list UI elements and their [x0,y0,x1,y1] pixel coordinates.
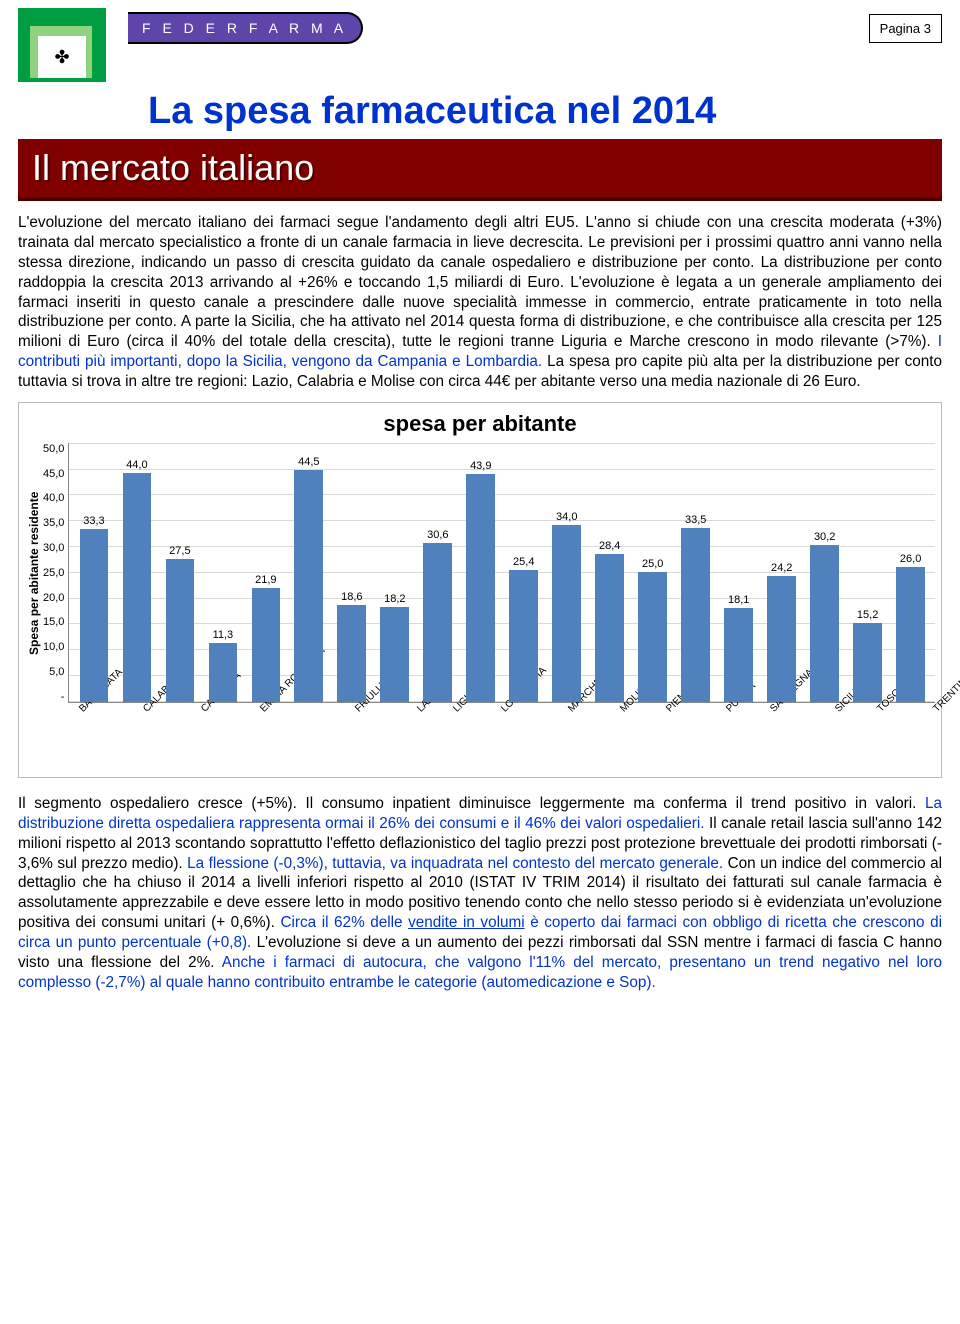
bar [552,525,581,702]
bar-value-label: 18,1 [728,594,749,606]
y-tick: 20,0 [43,592,64,604]
bar-value-label: 33,3 [83,515,104,527]
bar [80,529,109,702]
page-number: 3 [924,21,931,36]
bar-value-label: 24,2 [771,562,792,574]
bar-piemonte: 25,4 [503,556,544,702]
bar-friuli-v-g-: 21,9 [245,574,286,702]
bar-marche: 30,6 [417,529,458,702]
bar [681,528,710,702]
bar-value-label: 21,9 [255,574,276,586]
bar-value-label: 11,3 [213,629,234,641]
bar-value-label: 43,9 [470,460,491,472]
bar-umbria: 24,2 [761,562,802,702]
bar [337,605,366,702]
y-tick: 40,0 [43,492,64,504]
bar-value-label: 26,0 [900,553,921,565]
bar [294,470,323,701]
bar [810,545,839,702]
chart-y-axis-label: Spesa per abitante residente [25,443,43,703]
logo-glyph-icon: ✤ [38,36,86,78]
document-title: La spesa farmaceutica nel 2014 [148,90,942,133]
bar-lazio: 44,5 [288,456,329,701]
chart-y-ticks: 50,0 45,0 40,0 35,0 30,0 25,0 20,0 15,0 10,0 5,0 - [43,443,68,703]
para2-a: Il segmento ospedaliero cresce (+5%). Il… [18,795,925,812]
bar [466,474,495,702]
chart-x-labels: BASILICATACALABRIACAMPANIAEMILIA ROMAGNA… [69,703,935,771]
bar-value-label: 33,5 [685,514,706,526]
bar-value-label: 30,6 [427,529,448,541]
page-header: ✤ F E D E R F A R M A Pagina 3 [18,8,942,86]
bar-veneto: 15,2 [847,609,888,702]
bar [423,543,452,702]
bar-value-label: 27,5 [169,545,190,557]
spesa-per-abitante-chart: spesa per abitante Spesa per abitante re… [18,402,942,778]
bar [509,570,538,702]
bar-value-label: 30,2 [814,531,835,543]
bar-toscana: 33,5 [675,514,716,702]
chart-plot-area: 33,3 44,0 27,5 11,3 21,9 44,5 18,6 18,2 30,6 43,9… [68,443,935,703]
bar [724,608,753,702]
intro-paragraph: L'evoluzione del mercato italiano dei fa… [18,213,942,392]
bar [209,643,238,702]
y-tick: 50,0 [43,443,64,455]
bar-sicilia: 25,0 [632,558,673,702]
y-tick: 10,0 [43,641,64,653]
closing-paragraph: Il segmento ospedaliero cresce (+5%). Il… [18,794,942,993]
page-number-box: Pagina 3 [869,14,942,43]
bar-lombardia: 18,2 [374,593,415,702]
bar-italia: 26,0 [890,553,931,702]
bar-calabria: 44,0 [116,459,157,702]
bar-trentino-a-a-: 18,1 [718,594,759,702]
bar [166,559,195,702]
bar-valle-d-aosta: 30,2 [804,531,845,702]
bar-value-label: 28,4 [599,540,620,552]
bar-sardegna: 28,4 [589,540,630,702]
y-tick: 25,0 [43,567,64,579]
y-tick: 30,0 [43,542,64,554]
bar [767,576,796,702]
y-tick: 45,0 [43,468,64,480]
bar [638,572,667,702]
chart-title: spesa per abitante [25,411,935,437]
bar-value-label: 44,0 [126,459,147,471]
bar-value-label: 18,6 [341,591,362,603]
bar-value-label: 34,0 [556,511,577,523]
logo: ✤ [18,8,118,86]
y-tick: 5,0 [43,666,64,678]
bar [252,588,281,702]
bar-emilia-romagna: 11,3 [202,629,243,702]
bar-liguria: 18,6 [331,591,372,702]
bar-basilicata: 33,3 [73,515,114,702]
bar-value-label: 25,0 [642,558,663,570]
bar-molise: 43,9 [460,460,501,702]
bar [123,473,152,702]
section-heading: Il mercato italiano [18,139,942,201]
y-tick: 35,0 [43,517,64,529]
bar-value-label: 15,2 [857,609,878,621]
bar-campania: 27,5 [159,545,200,702]
brand-name: F E D E R F A R M A [128,12,363,44]
bar [853,623,882,702]
para1-text: L'evoluzione del mercato italiano dei fa… [18,214,942,350]
bar-value-label: 25,4 [513,556,534,568]
y-tick: 15,0 [43,616,64,628]
bar-puglia: 34,0 [546,511,587,702]
bar-value-label: 18,2 [384,593,405,605]
bar [896,567,925,702]
bar-value-label: 44,5 [298,456,319,468]
para2-underline: vendite in volumi [408,914,525,931]
page-label: Pagina [880,21,924,36]
y-tick: - [43,691,64,703]
bar [380,607,409,702]
title-year: 2014 [632,90,717,132]
title-main: La spesa farmaceutica nel [148,90,632,132]
bar [595,554,624,702]
para2-blue2: La flessione (-0,3%), tuttavia, va inqua… [187,855,723,872]
